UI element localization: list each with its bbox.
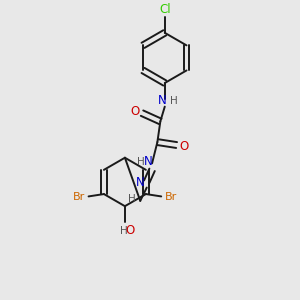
Text: N: N — [136, 176, 145, 189]
Text: Br: Br — [165, 192, 177, 202]
Text: H: H — [170, 96, 178, 106]
Text: O: O — [126, 224, 135, 237]
Text: N: N — [158, 94, 167, 107]
Text: Cl: Cl — [159, 3, 171, 16]
Text: Br: Br — [73, 192, 85, 202]
Text: H: H — [128, 194, 136, 204]
Text: N: N — [144, 155, 152, 168]
Text: O: O — [130, 105, 140, 118]
Text: H: H — [137, 157, 145, 167]
Text: O: O — [179, 140, 189, 153]
Text: H: H — [119, 226, 127, 236]
